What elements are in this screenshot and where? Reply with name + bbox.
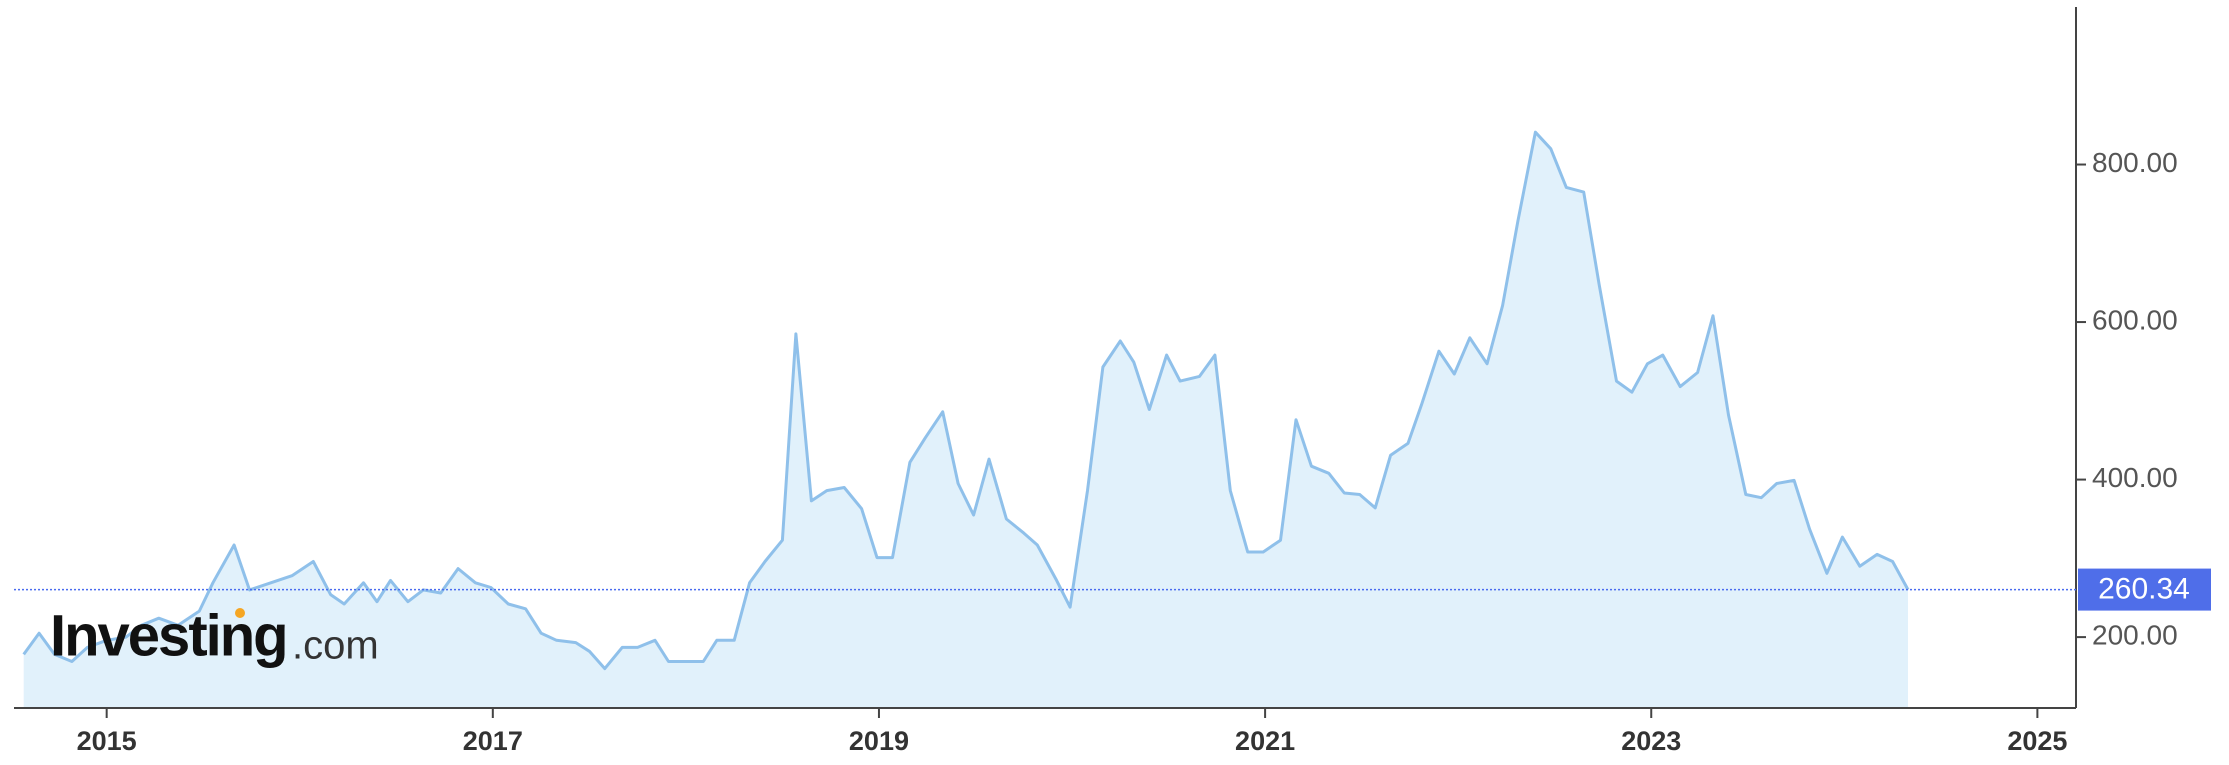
line [22,130,1910,671]
y-tick-label: 600.00 [2092,304,2178,335]
y-tick-label: 800.00 [2092,147,2178,178]
watermark-brand: Investing [50,603,287,668]
last-price-label: 260.34 [2098,573,2190,606]
watermark-dot [235,608,245,618]
x-tick-label: 2019 [849,726,909,756]
last-price-tag [2078,568,2211,611]
watermark: Investing .com [50,603,379,668]
watermark-suffix: .com [292,624,379,668]
x-tick-label: 2025 [2007,726,2067,756]
x-tick-label: 2015 [77,726,137,756]
y-tick-label: 400.00 [2092,462,2178,493]
area-fill [23,132,1909,708]
series [22,130,1910,708]
x-tick-label: 2021 [1235,726,1295,756]
y-tick-label: 200.00 [2092,620,2178,651]
x-tick-label: 2017 [463,726,523,756]
x-tick-label: 2023 [1621,726,1681,756]
